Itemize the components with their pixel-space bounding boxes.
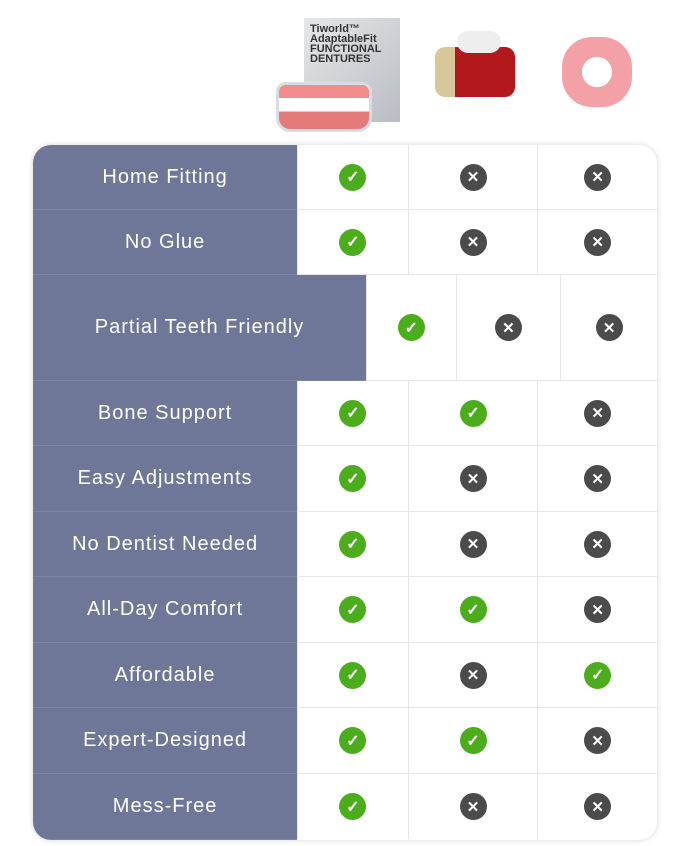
check-icon: ✓ (339, 465, 367, 492)
implant-icon (435, 31, 515, 97)
feature-label: Bone Support (33, 381, 298, 446)
feature-label: Easy Adjustments (33, 446, 298, 512)
feature-label: All-Day Comfort (33, 577, 298, 643)
check-icon: ✓ (459, 399, 487, 427)
check-icon: ✓ (339, 596, 367, 623)
table-cell: ✕ (455, 275, 561, 380)
check-icon: ✓ (584, 661, 612, 689)
table-cell: ✕ (537, 577, 657, 642)
cross-icon: ✕ (584, 163, 612, 191)
cross-icon: ✕ (584, 465, 612, 492)
table-row: Expert-Designed ✓ ✓ ✕ (33, 708, 657, 774)
table-row: No Dentist Needed ✓ ✕ ✕ (33, 512, 657, 577)
product-tiworld-image: Tiworld™ AdaptableFit FUNCTIONAL DENTURE… (272, 14, 404, 132)
cross-icon: ✕ (459, 163, 487, 191)
check-icon: ✓ (459, 727, 487, 754)
check-icon: ✓ (339, 228, 367, 256)
feature-label: Affordable (33, 643, 298, 708)
table-row: Partial Teeth Friendly ✓ ✕ ✕ (33, 275, 657, 381)
table-cell: ✕ (537, 145, 657, 209)
table-cell: ✓ (297, 577, 408, 642)
check-icon: ✓ (339, 661, 367, 689)
product-traditional-dentures-image (552, 14, 642, 130)
table-cell: ✓ (407, 381, 538, 445)
check-icon: ✓ (339, 727, 367, 754)
table-row: Easy Adjustments ✓ ✕ ✕ (33, 446, 657, 512)
table-cell: ✕ (537, 381, 657, 445)
cross-icon: ✕ (595, 314, 623, 341)
cross-icon: ✕ (459, 465, 487, 492)
table-row: All-Day Comfort ✓ ✓ ✕ (33, 577, 657, 643)
check-icon: ✓ (339, 793, 367, 820)
table-cell: ✓ (297, 381, 408, 445)
feature-label: Partial Teeth Friendly (33, 275, 367, 381)
cross-icon: ✕ (584, 530, 612, 558)
table-row: Affordable ✓ ✕ ✓ (33, 643, 657, 708)
table-cell: ✕ (537, 708, 657, 773)
feature-label: No Dentist Needed (33, 512, 298, 577)
cross-icon: ✕ (584, 228, 612, 256)
table-row: No Glue ✓ ✕ ✕ (33, 210, 657, 275)
table-row: Mess-Free ✓ ✕ ✕ (33, 774, 657, 840)
table-row: Bone Support ✓ ✓ ✕ (33, 381, 657, 446)
cross-icon: ✕ (584, 399, 612, 427)
check-icon: ✓ (397, 314, 425, 341)
table-cell: ✕ (560, 275, 657, 380)
cross-icon: ✕ (459, 661, 487, 689)
table-cell: ✓ (297, 708, 408, 773)
table-cell: ✓ (297, 210, 408, 274)
check-icon: ✓ (339, 163, 367, 191)
feature-label: Expert-Designed (33, 708, 298, 774)
table-cell: ✓ (366, 275, 455, 380)
table-cell: ✕ (537, 512, 657, 576)
cross-icon: ✕ (459, 530, 487, 558)
table-cell: ✓ (407, 708, 538, 773)
check-icon: ✓ (339, 530, 367, 558)
table-cell: ✓ (537, 643, 657, 707)
cross-icon: ✕ (494, 314, 522, 341)
jaw-icon (562, 37, 632, 107)
feature-label: No Glue (33, 210, 298, 275)
product-implant-image (420, 14, 530, 130)
table-cell: ✕ (407, 210, 538, 274)
feature-label: Home Fitting (33, 145, 298, 210)
table-cell: ✕ (407, 643, 538, 707)
table-cell: ✓ (407, 577, 538, 642)
table-row: Home Fitting ✓ ✕ ✕ (33, 145, 657, 210)
table-cell: ✕ (407, 512, 538, 576)
table-cell: ✓ (297, 512, 408, 576)
table-cell: ✓ (297, 774, 408, 839)
cross-icon: ✕ (459, 228, 487, 256)
cross-icon: ✕ (584, 793, 612, 820)
table-cell: ✕ (407, 774, 538, 839)
table-cell: ✕ (537, 774, 657, 839)
check-icon: ✓ (459, 596, 487, 623)
denture-icon (276, 82, 372, 132)
table-cell: ✓ (297, 643, 408, 707)
table-cell: ✓ (297, 145, 408, 209)
table-cell: ✕ (407, 446, 538, 511)
table-cell: ✓ (297, 446, 408, 511)
table-cell: ✕ (537, 446, 657, 511)
feature-label: Mess-Free (33, 774, 298, 840)
table-cell: ✕ (407, 145, 538, 209)
comparison-table: Home Fitting ✓ ✕ ✕ No Glue ✓ ✕ ✕ Partial Teeth F… (33, 145, 657, 840)
check-icon: ✓ (339, 399, 367, 427)
cross-icon: ✕ (584, 596, 612, 623)
table-cell: ✕ (537, 210, 657, 274)
product-name: Tiworld™ AdaptableFit FUNCTIONAL DENTURE… (310, 23, 382, 65)
cross-icon: ✕ (584, 727, 612, 754)
cross-icon: ✕ (459, 793, 487, 820)
